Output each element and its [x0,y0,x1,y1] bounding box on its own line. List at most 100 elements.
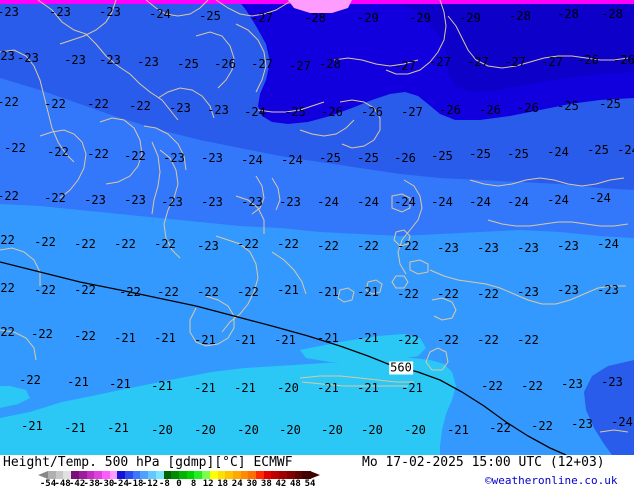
color-scale-swatch [163,471,172,479]
color-scale-swatch [117,471,126,479]
color-scale-swatch [194,471,203,479]
color-scale-swatch [148,471,157,479]
coast-crete [299,375,414,383]
color-scale-swatch [101,471,111,479]
color-scale-tick-label: -30 [98,479,115,489]
coast-italy-heel [0,247,41,286]
color-scale-swatch [202,471,211,479]
color-scale-swatch [286,471,296,479]
color-scale-swatch [217,471,226,479]
footer-bar: Height/Temp. 500 hPa [gdmp][°C] ECMWF Mo… [0,455,634,490]
color-scale-arrow-right [310,471,320,479]
coast-samos [409,259,429,275]
band-cyan-right-lobe [300,334,426,362]
color-scale-swatch [140,471,149,479]
color-scale-swatch [179,471,188,479]
band-light-cyan [0,358,456,455]
coast-hungary-border [145,0,209,17]
color-scale-swatch [109,471,118,479]
chart-title: Height/Temp. 500 hPa [gdmp][°C] ECMWF [3,455,293,470]
color-scale-swatch [248,471,257,479]
coast-lesbos [391,193,411,213]
coast-turkey-north [447,15,629,69]
temperature-shading-layer [0,0,634,455]
color-scale-swatch [78,471,88,479]
coast-bulgaria-turkey [333,57,419,67]
coast-albania [151,141,161,215]
coast-cyclades-3 [391,275,409,289]
color-scale-tick-label: -54 [39,479,57,489]
coast-halkidiki [251,175,265,215]
color-scale-tick-label: -12 [141,479,159,489]
coast-turkey-inland-1 [469,177,625,187]
coast-montenegro [143,125,187,171]
color-scale-tick-label: -18 [127,479,144,489]
coast-greece-west [159,149,181,259]
map-canvas[interactable]: -23-23-23-24-25-27-28-29-29-29-28-28-28-… [0,0,634,455]
band-navy-core [300,0,634,92]
color-scale-swatch [271,471,280,479]
color-scale-arrow-left [38,471,48,479]
coast-aegean-north [299,119,355,137]
color-scale-tick-label: 48 [290,479,301,489]
contour-height-label: 560 [389,360,413,375]
copyright-label: ©weatheronline.co.uk [485,474,618,487]
coast-cyprus [599,429,629,433]
color-scale-swatch [225,471,234,479]
color-scale-swatch [209,471,219,479]
color-scale[interactable] [38,471,320,479]
color-scale-tick-label: 54 [304,479,316,489]
coast-turkey-aegean [397,179,423,275]
color-scale-swatch [186,471,195,479]
color-scale-swatch [125,471,134,479]
color-scale-tick-label: -24 [112,479,129,489]
color-scale-swatch [132,471,142,479]
coast-adriatic-west [37,0,179,121]
color-scale-swatch [171,471,180,479]
coast-bosnia [39,129,87,199]
color-scale-swatch [94,471,103,479]
color-scale-tick-label: 0 [176,479,182,489]
color-scale-tick-label: -42 [68,479,86,489]
color-scale-swatch [71,471,80,479]
coast-marmara [339,99,381,149]
color-scale-tick-label: -38 [83,479,100,489]
color-scale-tick-label: -8 [159,479,170,489]
coast-dodecanese [431,297,457,321]
color-scale-swatches [48,471,311,479]
band-cyan-left-lobe [0,386,30,408]
color-scale-tick-label: 12 [202,479,214,489]
coast-greece-thrace [257,101,325,113]
geopotential-contour-layer [0,261,567,455]
coast-sicily [0,329,37,361]
valid-time-label: Mo 17-02-2025 15:00 UTC (12+03) [362,455,605,470]
color-scale-tick-label: 24 [231,479,243,489]
contour-560 [0,261,567,455]
color-scale-tick-label: 38 [260,479,272,489]
coast-thessaly [235,195,265,234]
coast-halkidiki-2 [271,177,281,211]
coastline-layer [0,0,629,433]
color-scale-swatch [155,471,165,479]
coast-chios [393,229,411,247]
coast-turkey-south [429,269,626,305]
color-scale-swatch [279,471,288,479]
color-scale-swatch [240,471,249,479]
color-scale-tick-label: 18 [217,479,229,489]
coast-crete-south [301,381,408,387]
coast-euboea [271,251,307,295]
color-scale-swatch [63,471,72,479]
coast-balkan-inland [59,0,117,45]
coast-cyclades-1 [337,287,355,303]
coast-peloponnese [189,295,235,347]
color-scale-tick-label: 8 [190,479,197,489]
color-scale-tick-label: -48 [54,479,71,489]
coast-serbia-east [235,23,267,93]
color-scale-swatch [232,471,242,479]
coast-italy-east [0,49,75,163]
coast-cyclades-2 [365,279,383,295]
band-pink-top [288,0,352,13]
color-scale-ticks: -54 -48 -42 -38 -30 -24 -18 -12 -8 0 8 12 18 24 30 38 42… [40,479,316,490]
coast-rhodes [425,347,449,371]
